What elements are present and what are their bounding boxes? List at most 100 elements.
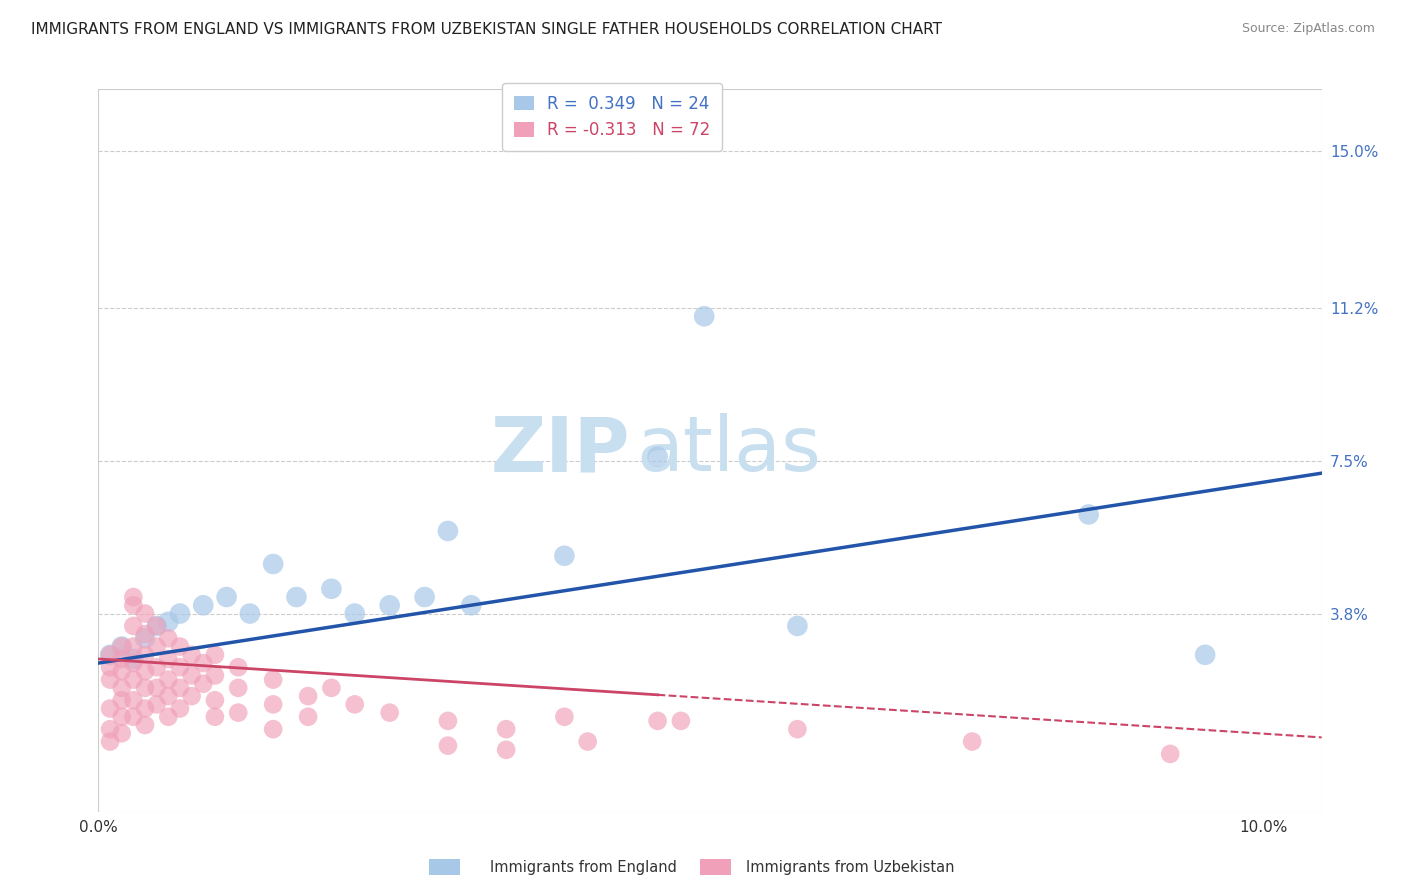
Point: [437, 524, 460, 538]
Point: [157, 652, 180, 666]
Point: [111, 710, 134, 724]
Point: [413, 590, 436, 604]
Point: [122, 640, 145, 654]
Point: [98, 701, 121, 715]
Point: [262, 557, 284, 571]
Text: IMMIGRANTS FROM ENGLAND VS IMMIGRANTS FROM UZBEKISTAN SINGLE FATHER HOUSEHOLDS C: IMMIGRANTS FROM ENGLAND VS IMMIGRANTS FR…: [31, 22, 942, 37]
Point: [180, 689, 202, 703]
Point: [122, 673, 145, 687]
Point: [193, 677, 215, 691]
Point: [111, 640, 134, 654]
Point: [145, 640, 167, 654]
Point: [553, 710, 575, 724]
Point: [111, 726, 134, 740]
Point: [786, 722, 808, 736]
Point: [111, 665, 134, 679]
Point: [180, 668, 202, 682]
Point: [495, 743, 517, 757]
Text: ZIP: ZIP: [491, 414, 630, 487]
Point: [169, 660, 191, 674]
Point: [669, 714, 692, 728]
Point: [98, 648, 121, 662]
Point: [215, 590, 238, 604]
Point: [180, 648, 202, 662]
Point: [145, 681, 167, 695]
Point: [460, 599, 482, 613]
Point: [122, 590, 145, 604]
Legend: R =  0.349   N = 24, R = -0.313   N = 72: R = 0.349 N = 24, R = -0.313 N = 72: [502, 83, 723, 151]
Point: [122, 619, 145, 633]
Point: [285, 590, 308, 604]
Point: [262, 722, 284, 736]
Point: [204, 693, 226, 707]
Point: [378, 706, 401, 720]
Point: [693, 310, 716, 324]
Point: [134, 632, 156, 646]
Point: [111, 652, 134, 666]
Point: [98, 734, 121, 748]
Point: [193, 656, 215, 670]
Text: Immigrants from Uzbekistan: Immigrants from Uzbekistan: [747, 860, 955, 874]
Point: [226, 681, 249, 695]
Point: [157, 615, 180, 629]
Point: [321, 582, 343, 596]
Point: [226, 706, 249, 720]
Point: [169, 640, 191, 654]
Point: [553, 549, 575, 563]
Point: [343, 607, 366, 621]
Point: [134, 681, 156, 695]
Point: [647, 450, 669, 464]
Point: [145, 619, 167, 633]
Point: [169, 701, 191, 715]
Point: [1159, 747, 1181, 761]
Point: [239, 607, 262, 621]
Point: [145, 660, 167, 674]
Text: Source: ZipAtlas.com: Source: ZipAtlas.com: [1241, 22, 1375, 36]
Point: [122, 693, 145, 707]
Point: [169, 607, 191, 621]
Point: [122, 599, 145, 613]
Point: [204, 648, 226, 662]
Point: [111, 640, 134, 654]
Point: [343, 698, 366, 712]
Point: [204, 668, 226, 682]
Point: [157, 632, 180, 646]
Point: [145, 698, 167, 712]
Text: Immigrants from England: Immigrants from England: [491, 860, 676, 874]
Point: [226, 660, 249, 674]
Point: [786, 619, 808, 633]
Text: atlas: atlas: [637, 414, 821, 487]
Point: [157, 673, 180, 687]
Point: [437, 714, 460, 728]
Point: [321, 681, 343, 695]
Point: [960, 734, 983, 748]
Point: [378, 599, 401, 613]
Point: [134, 665, 156, 679]
Point: [169, 681, 191, 695]
Point: [262, 698, 284, 712]
Point: [122, 652, 145, 666]
Point: [111, 693, 134, 707]
Point: [145, 619, 167, 633]
Point: [495, 722, 517, 736]
Point: [134, 648, 156, 662]
Point: [647, 714, 669, 728]
Point: [134, 627, 156, 641]
Point: [98, 660, 121, 674]
Point: [204, 710, 226, 724]
Point: [134, 607, 156, 621]
Point: [134, 701, 156, 715]
Point: [98, 722, 121, 736]
Point: [98, 673, 121, 687]
Point: [297, 710, 319, 724]
Point: [157, 689, 180, 703]
Point: [122, 710, 145, 724]
Point: [1077, 508, 1099, 522]
Point: [98, 648, 121, 662]
Point: [193, 599, 215, 613]
Point: [122, 656, 145, 670]
Point: [157, 710, 180, 724]
Point: [297, 689, 319, 703]
Point: [262, 673, 284, 687]
Point: [437, 739, 460, 753]
